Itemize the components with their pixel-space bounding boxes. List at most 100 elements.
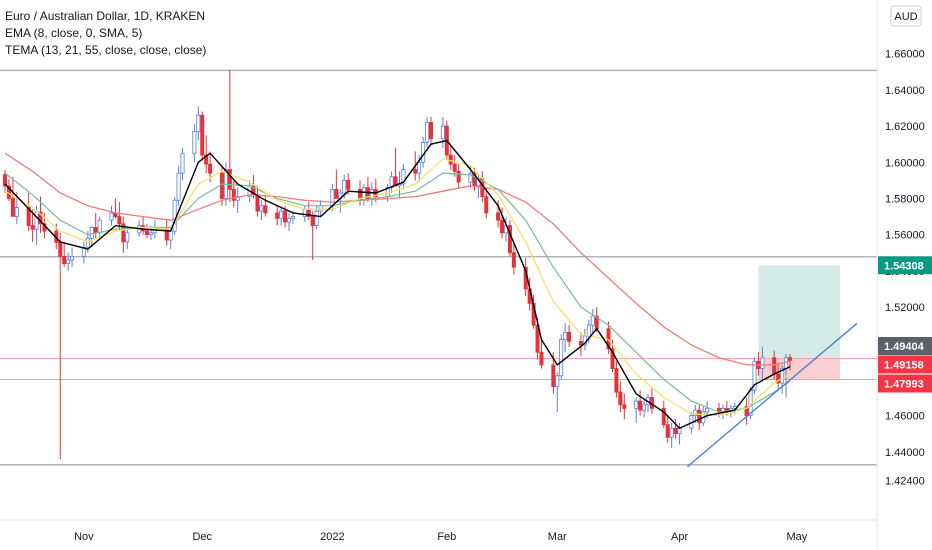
price-badge-label: 1.49158	[884, 359, 924, 371]
candle-body	[590, 315, 595, 326]
candle-body	[310, 216, 315, 226]
candle-body	[567, 331, 572, 342]
candle-body	[62, 255, 67, 264]
symbol-title[interactable]: Euro / Australian Dollar, 1D, KRAKEN	[5, 9, 206, 23]
candle-body	[417, 161, 422, 174]
candle-body	[89, 227, 94, 239]
candle-body	[429, 122, 434, 140]
candle-body	[330, 189, 335, 207]
candle-body	[563, 331, 568, 340]
support-trendline	[686, 322, 858, 468]
candle-body	[496, 212, 501, 221]
candle-body	[125, 232, 130, 243]
candle-body	[10, 197, 15, 217]
candle-body	[148, 232, 153, 236]
horizontal-levels	[0, 69, 877, 466]
candle-body	[3, 174, 8, 187]
candle-body	[772, 357, 777, 375]
time-tick-label: May	[786, 531, 807, 543]
candle-body	[30, 225, 35, 230]
price-tick-label: 1.56000	[885, 230, 925, 242]
price-badge-label: 1.49404	[884, 341, 925, 353]
chart-legend: Euro / Australian Dollar, 1D, KRAKEN EMA…	[5, 8, 206, 59]
candle-body	[776, 373, 781, 384]
candle-body	[180, 152, 185, 174]
candle-body	[468, 172, 473, 183]
candle-body	[346, 179, 351, 190]
price-tick-label: 1.44000	[885, 447, 925, 459]
candle-body	[413, 169, 418, 174]
candle-body	[93, 227, 98, 234]
time-tick-label: Mar	[548, 531, 567, 543]
candle-body	[638, 400, 643, 411]
price-badges: 1.54308 1.49404 1.49158 1.47993	[878, 256, 932, 393]
candle-body	[673, 427, 678, 435]
price-tick-label: 1.64000	[885, 85, 925, 97]
candle-body	[622, 404, 627, 409]
price-badge-entry	[878, 355, 932, 374]
candle-body	[66, 259, 71, 264]
candle-body	[677, 427, 682, 435]
candle-body	[58, 241, 63, 257]
candle-body	[697, 409, 702, 424]
price-tick-label: 1.58000	[885, 193, 925, 205]
candle-body	[314, 210, 319, 226]
candle-body	[196, 114, 201, 132]
price-badge-target	[878, 256, 932, 275]
target-zone	[758, 265, 840, 359]
candle-body	[208, 163, 213, 174]
candle-body	[287, 217, 292, 223]
candle-body	[760, 357, 765, 369]
price-badge-stop	[878, 374, 932, 393]
currency-label[interactable]: AUD	[890, 5, 922, 27]
candle-body	[456, 170, 461, 183]
price-badge-label: 1.54308	[884, 260, 924, 272]
price-tick-label: 1.62000	[885, 121, 925, 133]
candle-body	[705, 407, 710, 413]
candle-body	[586, 324, 591, 337]
candle-body	[255, 194, 260, 212]
candle-body	[14, 207, 19, 217]
candle-body	[263, 205, 268, 214]
candle-body	[176, 172, 181, 201]
candle-body	[172, 199, 177, 232]
trendline-drawing[interactable]	[686, 322, 858, 468]
time-tick-label: Nov	[74, 531, 94, 543]
candle-body	[227, 169, 232, 190]
tema-slow-line	[4, 152, 791, 366]
candle-body	[334, 189, 339, 199]
candle-body	[669, 427, 674, 438]
candle-body	[259, 205, 264, 212]
candle-body	[614, 368, 619, 393]
candle-body	[559, 339, 564, 377]
candle-body	[661, 407, 666, 426]
candle-body	[117, 216, 122, 225]
candle-body	[693, 409, 698, 416]
candle-body	[634, 400, 639, 409]
price-badge-current	[878, 336, 932, 355]
tema-indicator-label[interactable]: TEMA (13, 21, 55, close, close, close)	[5, 43, 207, 57]
candle-body	[744, 406, 749, 416]
indicator-lines	[4, 139, 791, 429]
candle-body	[279, 210, 284, 219]
ema-indicator-label[interactable]: EMA (8, close, 0, SMA, 5)	[5, 26, 143, 40]
price-tick-label: 1.46000	[885, 411, 925, 423]
price-tick-label: 1.66000	[885, 49, 925, 61]
candle-body	[283, 210, 288, 223]
candle-body	[290, 216, 295, 219]
candle-body	[578, 340, 583, 346]
candle-body	[389, 176, 394, 189]
currency-unit: AUD	[894, 11, 917, 23]
candle-body	[302, 208, 307, 217]
candle-body	[97, 219, 102, 234]
candle-body	[141, 225, 146, 232]
candle-body	[555, 375, 560, 388]
ema-line	[4, 139, 791, 429]
candle-body	[752, 360, 757, 391]
currency-box[interactable]	[890, 5, 922, 27]
candle-body	[34, 211, 39, 230]
candle-body	[192, 131, 197, 154]
candle-body	[145, 230, 150, 236]
